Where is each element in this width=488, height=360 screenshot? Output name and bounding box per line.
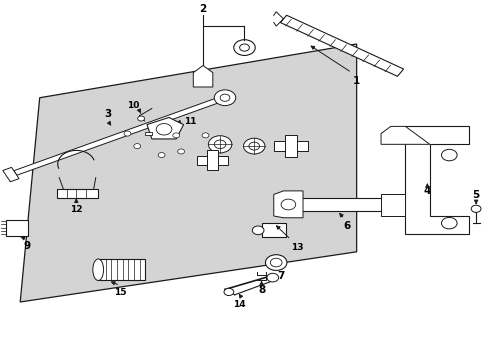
Circle shape xyxy=(252,226,264,235)
Circle shape xyxy=(214,90,235,105)
Polygon shape xyxy=(98,259,144,280)
Circle shape xyxy=(172,133,179,138)
Polygon shape xyxy=(207,150,218,171)
Polygon shape xyxy=(5,220,27,236)
Circle shape xyxy=(158,153,164,158)
Polygon shape xyxy=(197,156,228,165)
Circle shape xyxy=(202,133,208,138)
Polygon shape xyxy=(273,191,303,218)
Circle shape xyxy=(265,255,286,270)
Polygon shape xyxy=(405,126,468,234)
Polygon shape xyxy=(380,194,405,216)
Text: 6: 6 xyxy=(343,221,350,231)
Polygon shape xyxy=(20,44,356,302)
Polygon shape xyxy=(293,198,390,211)
Text: 5: 5 xyxy=(471,190,479,200)
Circle shape xyxy=(124,131,131,136)
Polygon shape xyxy=(380,126,429,144)
Circle shape xyxy=(441,217,456,229)
Circle shape xyxy=(177,149,184,154)
Circle shape xyxy=(270,258,282,267)
Text: 10: 10 xyxy=(127,101,139,110)
Text: 8: 8 xyxy=(257,285,264,295)
Polygon shape xyxy=(273,141,307,151)
Polygon shape xyxy=(57,189,98,198)
Text: 1: 1 xyxy=(352,76,360,86)
Polygon shape xyxy=(261,223,285,238)
Polygon shape xyxy=(193,66,212,87)
Ellipse shape xyxy=(93,259,103,280)
Circle shape xyxy=(156,123,171,135)
Text: 13: 13 xyxy=(290,243,303,252)
Circle shape xyxy=(233,40,255,55)
Circle shape xyxy=(134,144,141,149)
Text: 3: 3 xyxy=(104,109,111,119)
Circle shape xyxy=(266,273,278,282)
Circle shape xyxy=(441,149,456,161)
Polygon shape xyxy=(14,95,226,175)
Polygon shape xyxy=(144,132,152,135)
Circle shape xyxy=(214,140,225,149)
Polygon shape xyxy=(285,135,296,157)
Text: 4: 4 xyxy=(423,186,430,196)
Circle shape xyxy=(248,142,259,150)
Circle shape xyxy=(220,94,229,101)
Text: 14: 14 xyxy=(233,300,245,309)
Circle shape xyxy=(138,116,144,121)
Circle shape xyxy=(470,205,480,212)
Circle shape xyxy=(224,288,233,296)
Circle shape xyxy=(239,44,249,51)
Polygon shape xyxy=(3,167,19,182)
Text: 12: 12 xyxy=(70,205,82,214)
Circle shape xyxy=(243,138,264,154)
Text: 2: 2 xyxy=(199,4,206,14)
Circle shape xyxy=(208,136,231,153)
Circle shape xyxy=(281,199,295,210)
Polygon shape xyxy=(147,117,183,139)
Text: 7: 7 xyxy=(277,271,284,281)
Text: 11: 11 xyxy=(183,117,196,126)
Polygon shape xyxy=(280,15,403,76)
Text: 15: 15 xyxy=(114,288,126,297)
Text: 9: 9 xyxy=(24,241,31,251)
